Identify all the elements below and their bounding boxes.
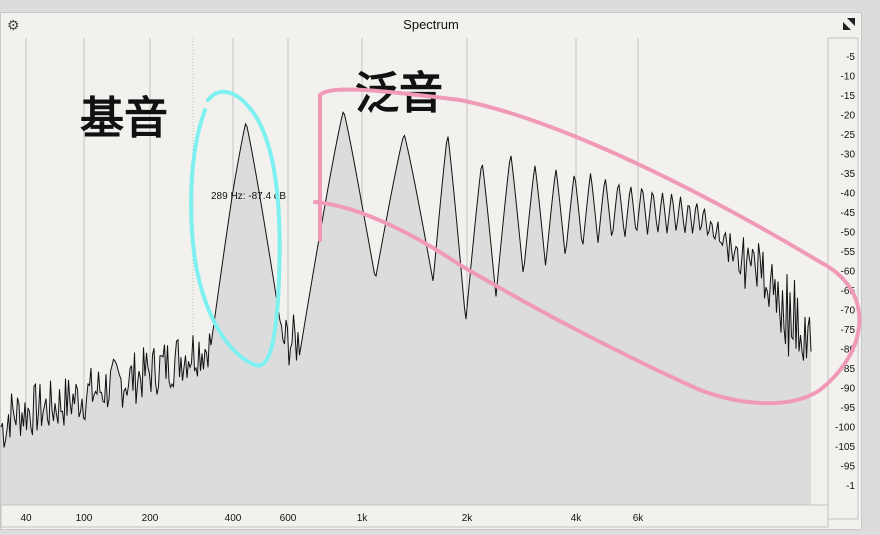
y-tick-label: -50 [841,228,856,239]
gear-icon[interactable]: ⚙ [7,17,20,33]
resize-corner-icon[interactable] [843,18,855,30]
x-tick-label: 4k [571,513,583,524]
x-tick-label: 100 [76,513,93,524]
y-tick-label: -60 [841,267,856,278]
y-tick-label: -20 [841,111,856,122]
y-tick-label: -40 [841,189,856,200]
y-tick-label: -5 [846,52,855,63]
x-tick-label: 600 [280,513,297,524]
y-tick-label: -65 [841,286,856,297]
x-axis [0,504,829,528]
y-tick-label: -90 [841,384,856,395]
x-tick-label: 1k [357,513,369,524]
y-tick-label: -45 [841,208,856,219]
x-tick-label: 40 [20,513,32,524]
y-tick-label: -1 [846,481,855,492]
window-title: Spectrum [403,17,459,32]
y-tick-label: -10 [841,72,856,83]
y-tick-label: -55 [841,247,856,258]
y-tick-label: -70 [841,306,856,317]
y-tick-label: -100 [835,423,855,434]
y-tick-label: -30 [841,150,856,161]
y-tick-label: -15 [841,91,856,102]
y-tick-label: -80 [841,345,856,356]
y-tick-label: -75 [841,325,856,336]
annotation-overtones-loop [313,87,862,406]
y-tick-label: -25 [841,130,856,141]
title-bar: ⚙ Spectrum [1,13,861,37]
x-tick-label: 2k [462,513,474,524]
y-tick-label: -95 [841,462,856,473]
x-tick-label: 200 [142,513,159,524]
spectrum-line [0,111,812,448]
annotation-fundamental-circle [189,89,282,368]
y-tick-label: -85 [841,364,856,375]
y-tick-label: -95 [841,403,856,414]
y-tick-label: -35 [841,169,856,180]
x-tick-label: 6k [633,513,645,524]
y-tick-label: -105 [835,442,855,453]
annotation-fundamental-label: 基音 [80,93,168,144]
cursor-readout: 289 Hz: -87.4 dB [211,191,286,202]
x-tick-label: 400 [225,513,242,524]
